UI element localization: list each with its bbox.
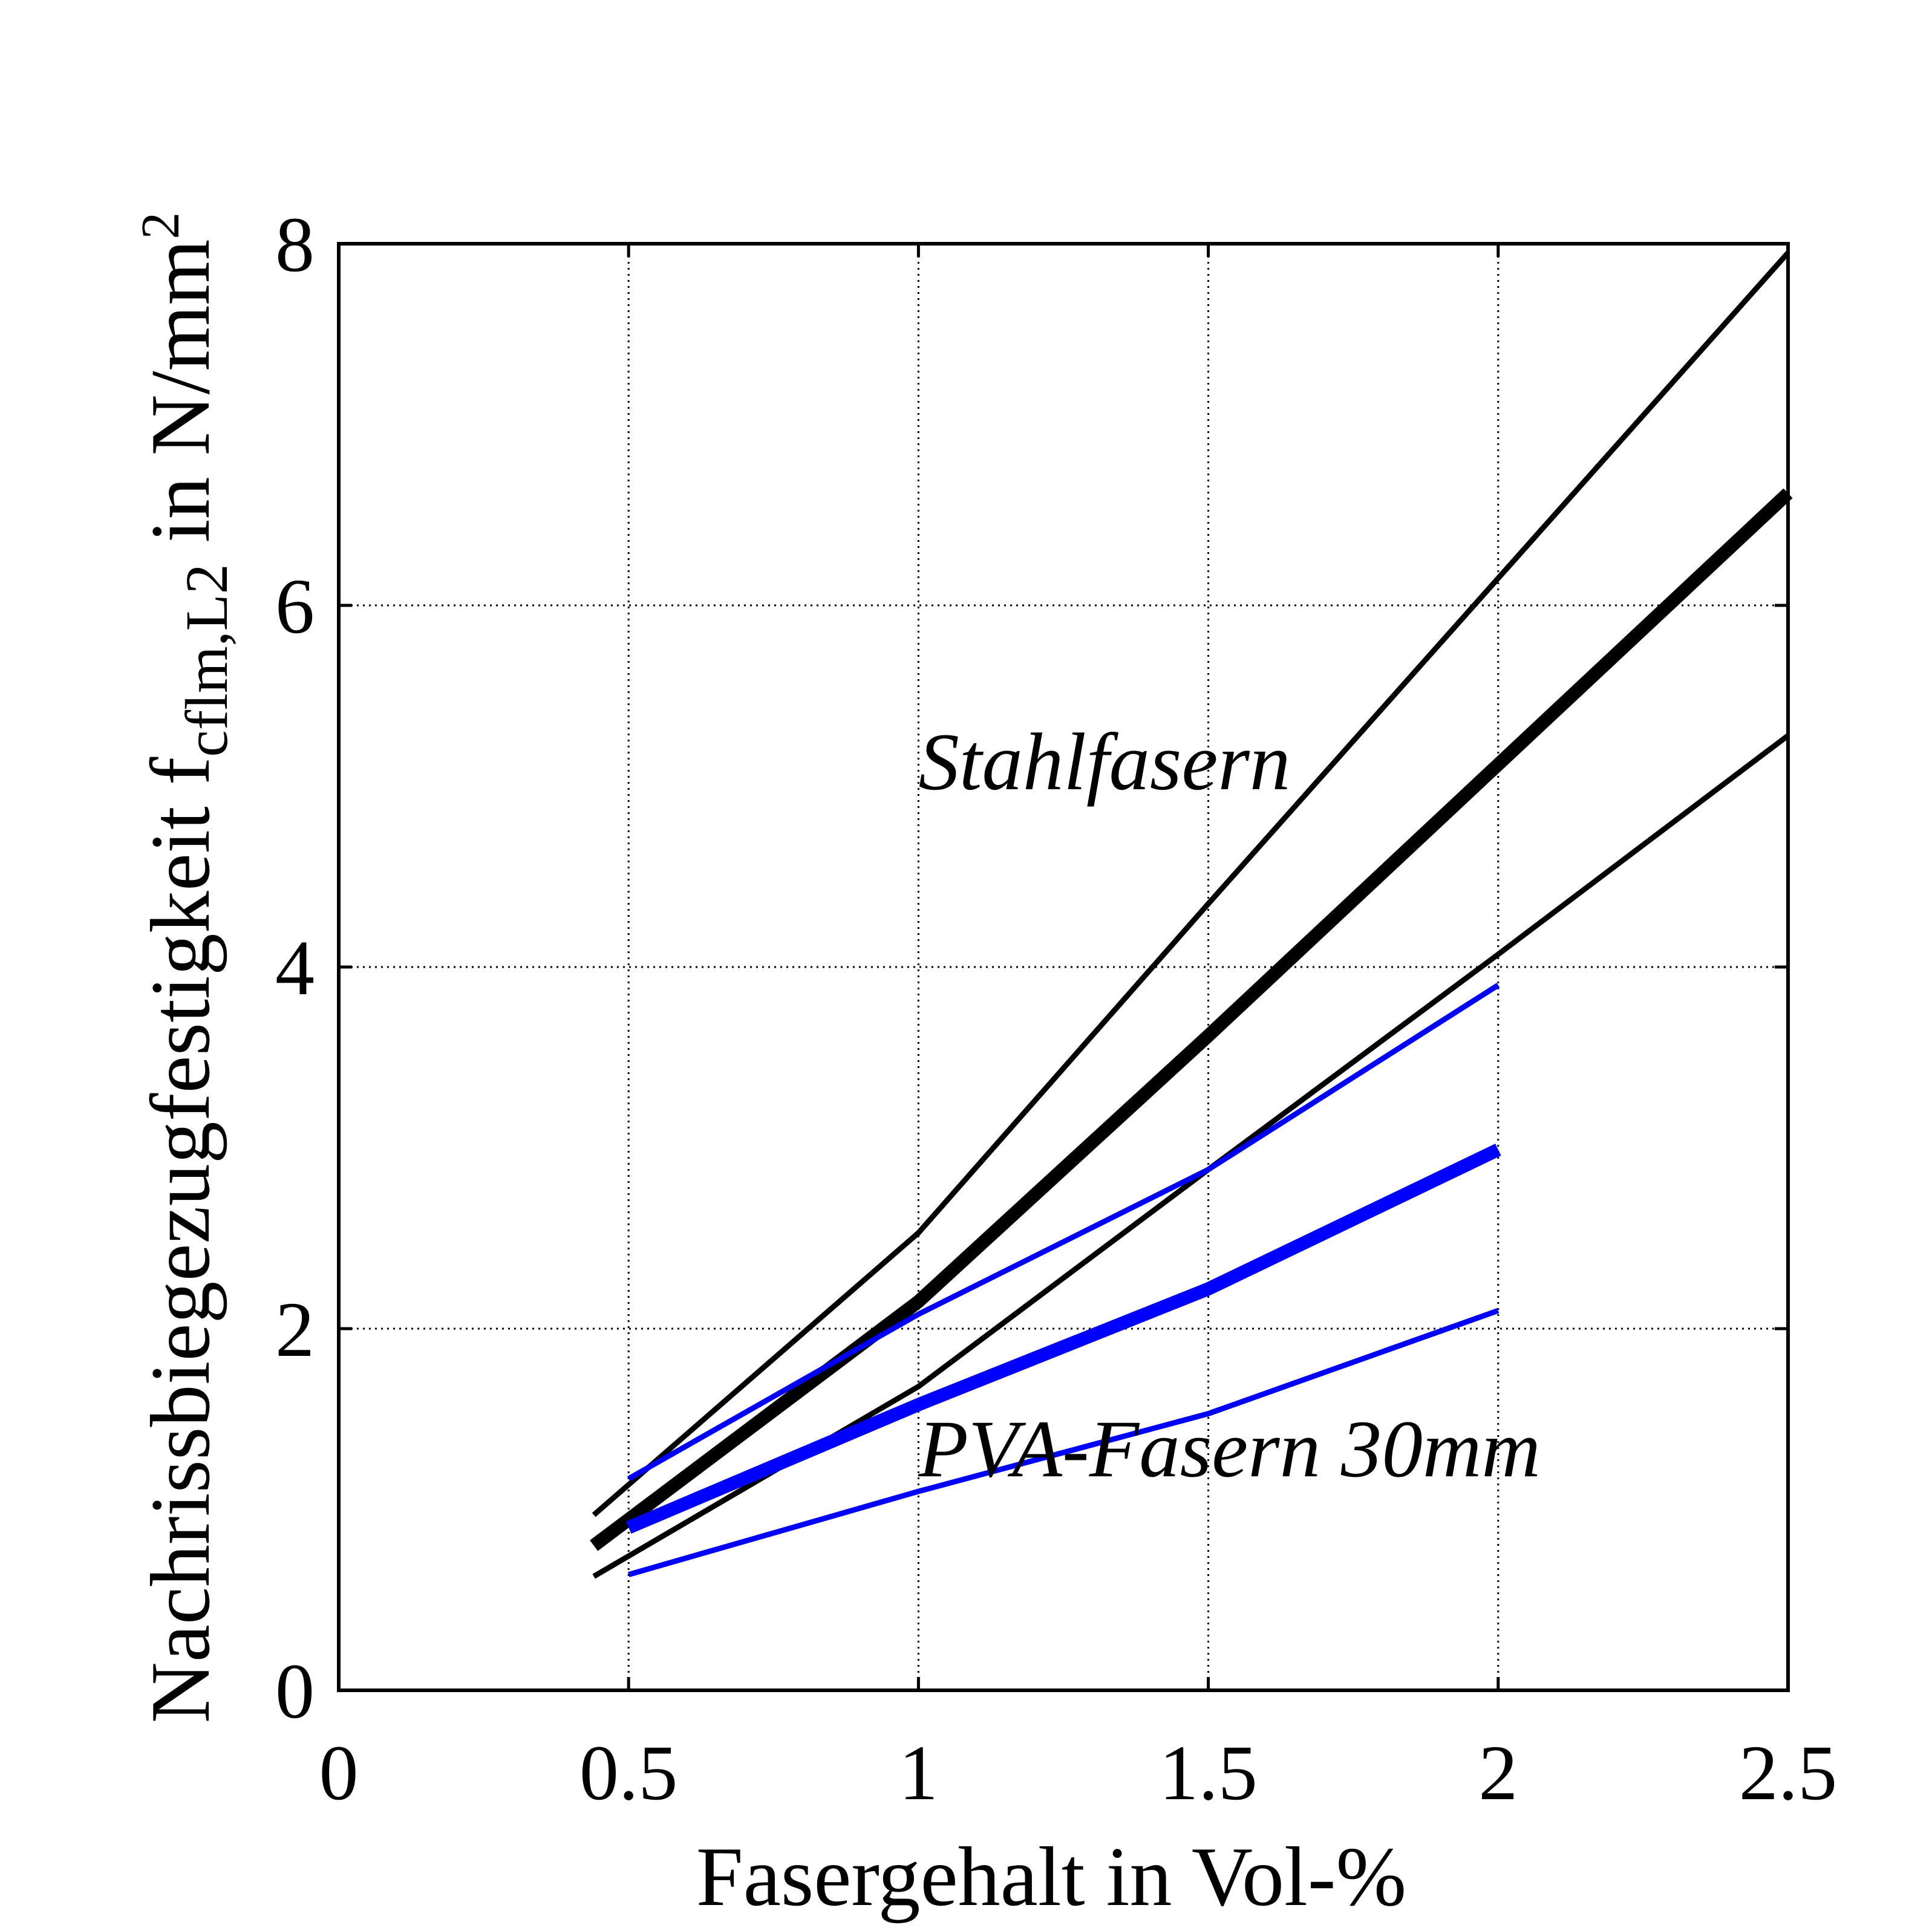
y-axis-label-superscript: 2 xyxy=(131,212,191,239)
x-tick-label: 0.5 xyxy=(579,1730,678,1817)
annotations: Stahlfasern PVA-Fasern 30mm xyxy=(918,717,1541,1494)
series-line xyxy=(592,250,1790,1517)
series-line xyxy=(627,983,1500,1482)
series-layer xyxy=(590,250,1793,1579)
y-tick-label: 2 xyxy=(275,1286,315,1373)
x-tick-label: 1 xyxy=(899,1730,938,1817)
series-line xyxy=(625,1144,1501,1534)
y-tick-label: 6 xyxy=(275,563,315,650)
annotation-label: PVA-Fasern 30mm xyxy=(918,1404,1541,1494)
y-axis-label: Nachrissbiegezugfestigkeit fcflm,L2 in N… xyxy=(131,212,240,1724)
y-tick-label: 4 xyxy=(275,925,315,1012)
y-axis-label-main: Nachrissbiegezugfestigkeit f xyxy=(134,757,227,1723)
series-line xyxy=(590,488,1793,1551)
x-tick-label: 2.5 xyxy=(1739,1730,1838,1817)
series-line xyxy=(627,1307,1500,1577)
ticks xyxy=(337,242,1790,1692)
y-tick-label: 0 xyxy=(275,1648,315,1735)
annotation-label: Stahlfasern xyxy=(918,717,1290,807)
y-axis-label-unit: in N/mm xyxy=(134,239,227,564)
y-tick-label: 8 xyxy=(275,201,315,288)
x-tick-label: 0 xyxy=(319,1730,359,1817)
x-tick-label: 1.5 xyxy=(1159,1730,1258,1817)
x-tick-label: 2 xyxy=(1478,1730,1518,1817)
y-axis-label-subscript: cflm,L2 xyxy=(173,564,240,757)
tick-labels: 0 0.5 1 1.5 2 2.5 0 2 4 6 8 xyxy=(275,201,1837,1817)
x-axis-label: Fasergehalt in Vol-% xyxy=(696,1830,1406,1924)
